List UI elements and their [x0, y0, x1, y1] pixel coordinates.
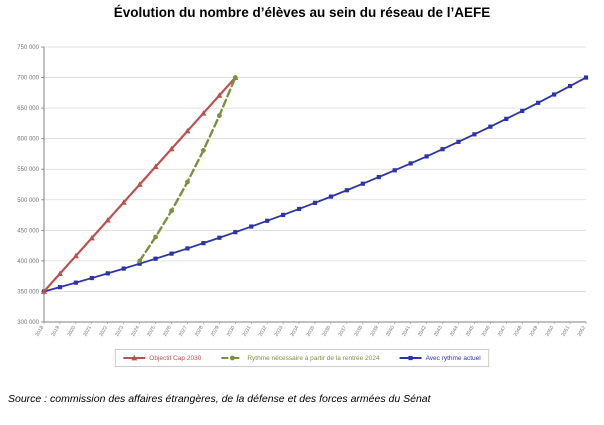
- svg-text:2020: 2020: [66, 325, 77, 338]
- svg-text:2035: 2035: [305, 325, 316, 338]
- source-text: Source : commission des affaires étrangè…: [8, 393, 431, 405]
- svg-text:700 000: 700 000: [17, 76, 39, 82]
- legend-border: [114, 349, 490, 367]
- legend-item-avec-rythme-actuel: Avec rythme actuel: [399, 355, 482, 362]
- svg-text:2021: 2021: [82, 325, 93, 338]
- y-axis-labels: 300 000 350 000 400 000 450 000 500 000 550 0…: [17, 45, 39, 326]
- x-axis-labels: 2018 2019 2020 2021 2022 2023 2024 2025 2026 2027…: [34, 322, 587, 338]
- svg-text:2027: 2027: [178, 325, 189, 338]
- series-avec-rythme-actuel: [41, 75, 589, 294]
- legend-item-rythme-necessaire-rentree-2024: Rythme nécessaire à partir de la rentrée…: [221, 355, 380, 362]
- svg-text:2045: 2045: [465, 325, 476, 338]
- svg-text:2023: 2023: [114, 325, 125, 338]
- enrollment-line-chart: 300 000 350 000 400 000 450 000 500 000 550 0…: [17, 45, 589, 367]
- svg-text:500 000: 500 000: [17, 198, 39, 204]
- svg-text:2025: 2025: [146, 325, 157, 338]
- svg-text:2050: 2050: [545, 325, 556, 338]
- svg-text:300 000: 300 000: [17, 320, 39, 326]
- svg-text:2031: 2031: [242, 325, 253, 338]
- svg-text:2030: 2030: [226, 325, 237, 338]
- series-rythme-necessaire-rentree-2024: [137, 75, 238, 264]
- svg-text:400 000: 400 000: [17, 259, 39, 265]
- svg-text:2029: 2029: [210, 325, 221, 338]
- legend-label: Avec rythme actuel: [426, 355, 482, 362]
- svg-text:2033: 2033: [274, 325, 285, 338]
- svg-text:2018: 2018: [34, 325, 45, 338]
- svg-text:2039: 2039: [369, 325, 380, 338]
- svg-text:2046: 2046: [481, 325, 492, 338]
- svg-text:2036: 2036: [321, 325, 332, 338]
- svg-text:2024: 2024: [130, 325, 141, 338]
- svg-text:2048: 2048: [513, 325, 524, 338]
- svg-text:2028: 2028: [194, 325, 205, 338]
- svg-text:2052: 2052: [576, 325, 587, 338]
- svg-text:2047: 2047: [497, 325, 508, 338]
- svg-text:2042: 2042: [417, 325, 428, 338]
- chart-title: Évolution du nombre d’élèves au sein du …: [113, 5, 491, 20]
- svg-text:2038: 2038: [353, 325, 364, 338]
- legend-label: Rythme nécessaire à partir de la rentrée…: [247, 355, 380, 362]
- svg-text:2044: 2044: [449, 325, 460, 338]
- svg-text:2051: 2051: [561, 325, 572, 338]
- svg-text:2037: 2037: [337, 325, 348, 338]
- svg-text:2032: 2032: [258, 325, 269, 338]
- legend-label: Objectif Cap 2030: [149, 355, 201, 362]
- svg-text:2026: 2026: [162, 325, 173, 338]
- svg-text:2041: 2041: [401, 325, 412, 338]
- legend: Objectif Cap 2030 Rythme nécessaire à par…: [123, 354, 482, 362]
- svg-text:2043: 2043: [433, 325, 444, 338]
- gridlines: [41, 46, 586, 323]
- legend-item-objectif-cap-2030: Objectif Cap 2030: [123, 354, 202, 362]
- svg-text:750 000: 750 000: [17, 45, 39, 51]
- svg-text:550 000: 550 000: [17, 167, 39, 173]
- svg-text:650 000: 650 000: [17, 106, 39, 112]
- svg-text:2034: 2034: [290, 325, 301, 338]
- svg-text:2019: 2019: [50, 325, 61, 338]
- svg-text:450 000: 450 000: [17, 228, 39, 234]
- svg-text:600 000: 600 000: [17, 137, 39, 143]
- svg-text:2022: 2022: [98, 325, 109, 338]
- svg-text:2040: 2040: [385, 325, 396, 338]
- series-objectif-cap-2030: [41, 74, 239, 294]
- svg-text:2049: 2049: [529, 325, 540, 338]
- svg-text:350 000: 350 000: [17, 289, 39, 295]
